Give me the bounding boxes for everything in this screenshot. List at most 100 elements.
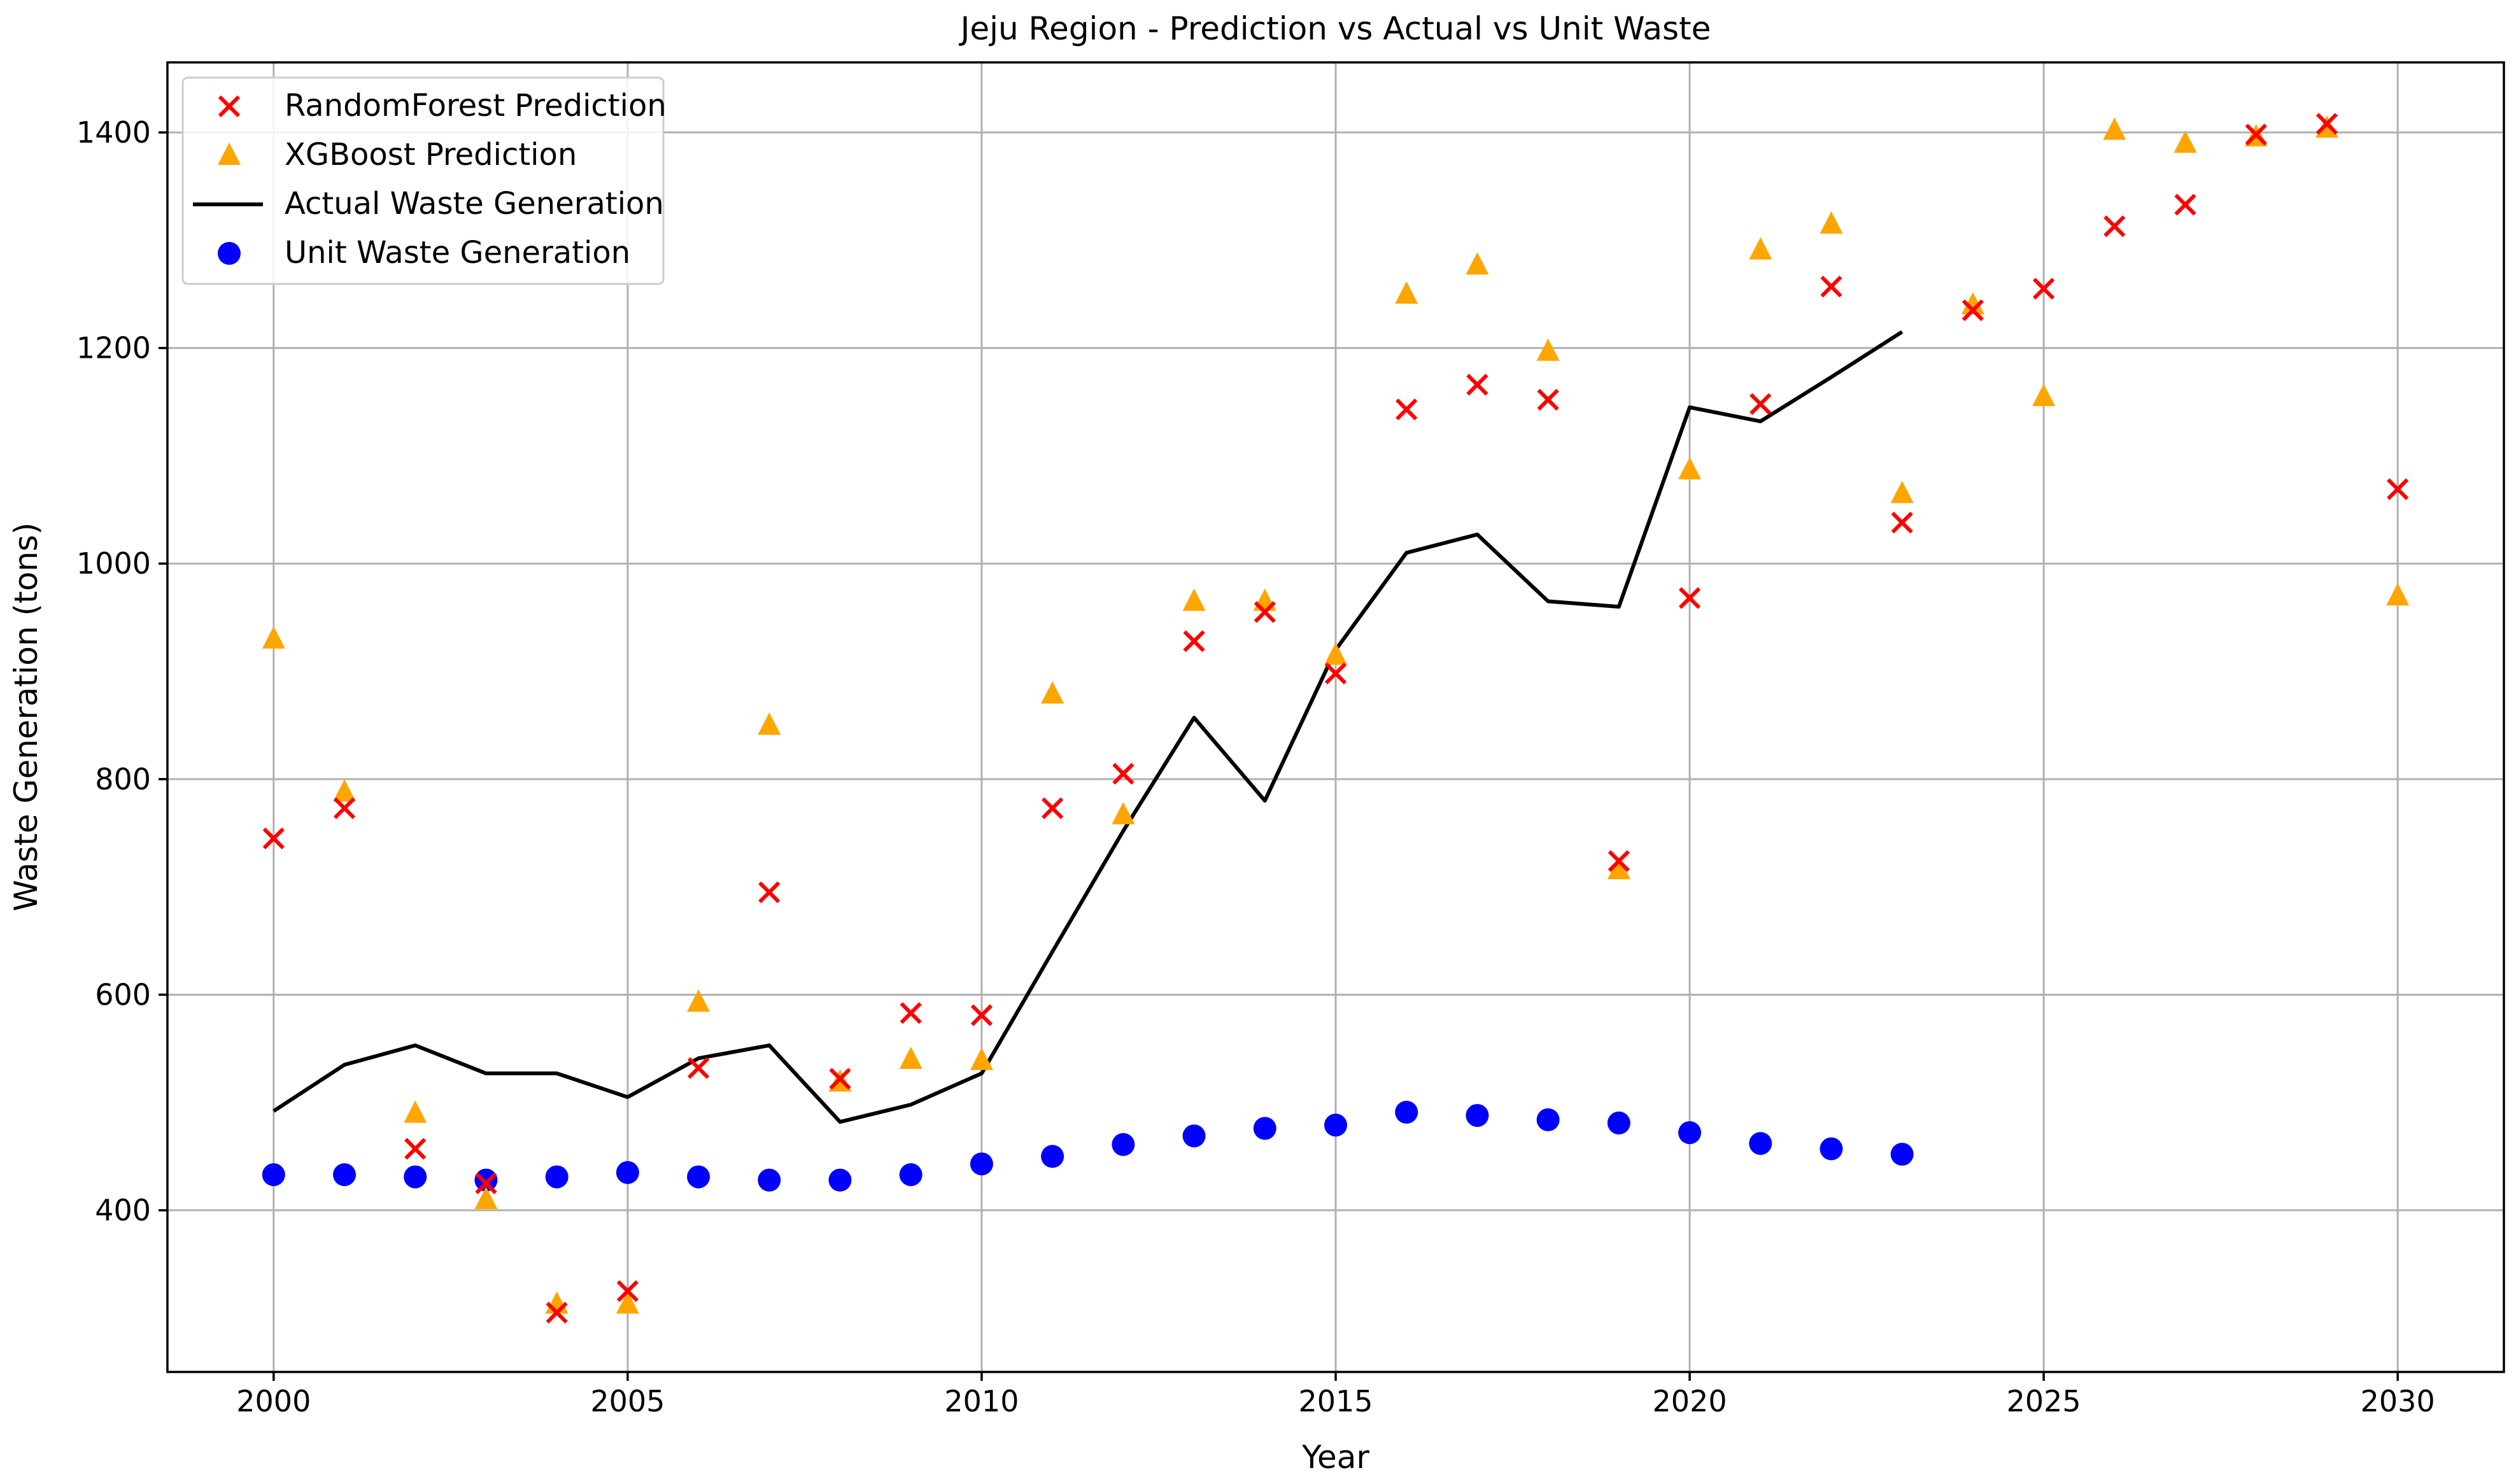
unit-point: [1749, 1132, 1772, 1155]
xgboost-point: [404, 1100, 427, 1123]
unit-point: [828, 1168, 852, 1192]
legend-label-actual: Actual Waste Generation: [285, 186, 664, 222]
unit-point: [687, 1165, 710, 1189]
randomforest-point: [1396, 399, 1418, 421]
randomforest-point: [475, 1172, 497, 1194]
xgboost-point: [1182, 588, 1206, 611]
x-tick-label: 2020: [1653, 1384, 1727, 1418]
legend-box: [181, 76, 665, 285]
xgboost-point: [1749, 237, 1772, 260]
unit-point: [1536, 1108, 1560, 1131]
x-tick-label: 2015: [1298, 1384, 1373, 1418]
unit-point: [404, 1165, 427, 1189]
x-axis-label: Year: [1301, 1439, 1369, 1476]
xgboost-point: [1041, 681, 1064, 704]
x-tick-label: 2000: [236, 1384, 311, 1418]
randomforest-point: [687, 1057, 710, 1079]
axis-ticks: 2000 2005 2010 2015 2020 2025 2030 400 600 800 100…: [76, 115, 2435, 1418]
xgboost-point: [1112, 802, 1135, 824]
unit-point: [1890, 1143, 1914, 1166]
randomforest-series: [262, 113, 2409, 1324]
y-tick-label: 400: [95, 1193, 151, 1227]
legend-label-randomforest: RandomForest Prediction: [285, 88, 667, 124]
chart-title: Jeju Region - Prediction vs Actual vs Un…: [959, 10, 1711, 47]
xgboost-point: [333, 779, 357, 802]
y-axis-label: Waste Generation (tons): [8, 523, 45, 912]
randomforest-point: [262, 827, 285, 850]
xgboost-point: [1890, 481, 1914, 504]
xgboost-point: [758, 712, 781, 735]
randomforest-point: [2245, 124, 2267, 146]
unit-point: [758, 1168, 781, 1192]
legend-swatch-unit: [218, 242, 241, 265]
unit-point: [333, 1163, 357, 1187]
randomforest-point: [829, 1068, 851, 1090]
xgboost-point: [899, 1047, 922, 1070]
unit-point: [899, 1163, 922, 1187]
legend-label-unit: Unit Waste Generation: [285, 235, 630, 271]
legend-swatches: [193, 95, 263, 265]
xgboost-point: [1607, 857, 1630, 880]
xgboost-point: [616, 1291, 639, 1314]
randomforest-point: [546, 1301, 568, 1324]
xgboost-point: [1395, 281, 1418, 304]
unit-point: [616, 1161, 639, 1184]
xgboost-point: [1536, 338, 1560, 361]
randomforest-point: [758, 881, 781, 903]
unit-point: [474, 1168, 498, 1192]
unit-point: [545, 1165, 569, 1189]
unit-point: [262, 1163, 285, 1187]
randomforest-point: [1112, 763, 1134, 785]
randomforest-point: [2387, 478, 2409, 500]
randomforest-point: [1537, 388, 1559, 411]
xgboost-point: [474, 1187, 498, 1210]
xgboost-point: [1961, 292, 1984, 314]
unit-point: [1182, 1124, 1206, 1148]
unit-point: [1253, 1117, 1276, 1140]
unit-point: [1466, 1104, 1489, 1127]
actual-series: [272, 330, 1904, 1124]
xgboost-point: [1324, 642, 1347, 665]
unit-point: [1395, 1100, 1418, 1124]
legend: RandomForest Prediction XGBoost Predicti…: [181, 76, 667, 285]
unit-point: [1678, 1121, 1702, 1145]
xgboost-point: [2173, 130, 2197, 153]
y-tick-label: 600: [95, 977, 151, 1012]
randomforest-point: [1466, 374, 1488, 396]
randomforest-point: [2174, 194, 2196, 216]
xgboost-point: [1678, 456, 1702, 479]
xgboost-point: [1820, 211, 1843, 234]
randomforest-point: [1608, 850, 1630, 872]
unit-point: [1820, 1137, 1843, 1161]
legend-swatch-xgboost: [218, 143, 241, 165]
randomforest-point: [2315, 113, 2338, 135]
unit-point: [970, 1152, 993, 1176]
randomforest-point: [1678, 587, 1701, 609]
randomforest-point: [1042, 797, 1064, 819]
randomforest-point: [404, 1138, 427, 1160]
xgboost-point: [970, 1047, 993, 1070]
xgboost-point: [2103, 117, 2126, 140]
unit-point: [1112, 1133, 1135, 1156]
actual-line: [272, 330, 1904, 1124]
x-tick-label: 2030: [2361, 1384, 2435, 1418]
unit-series: [262, 1100, 1914, 1192]
randomforest-point: [616, 1280, 639, 1303]
xgboost-point: [1466, 252, 1489, 275]
y-tick-label: 1400: [76, 115, 151, 150]
y-tick-label: 1000: [76, 546, 151, 581]
randomforest-point: [333, 797, 356, 819]
xgboost-point: [262, 626, 285, 649]
y-tick-label: 800: [95, 762, 151, 796]
randomforest-point: [2103, 215, 2126, 237]
x-tick-label: 2010: [944, 1384, 1019, 1418]
x-tick-label: 2005: [590, 1384, 665, 1418]
legend-swatch-randomforest: [218, 95, 241, 118]
unit-point: [1324, 1113, 1347, 1137]
randomforest-point: [1891, 511, 1913, 534]
randomforest-point: [1183, 630, 1205, 653]
randomforest-point: [900, 1002, 922, 1024]
randomforest-point: [1749, 393, 1772, 415]
